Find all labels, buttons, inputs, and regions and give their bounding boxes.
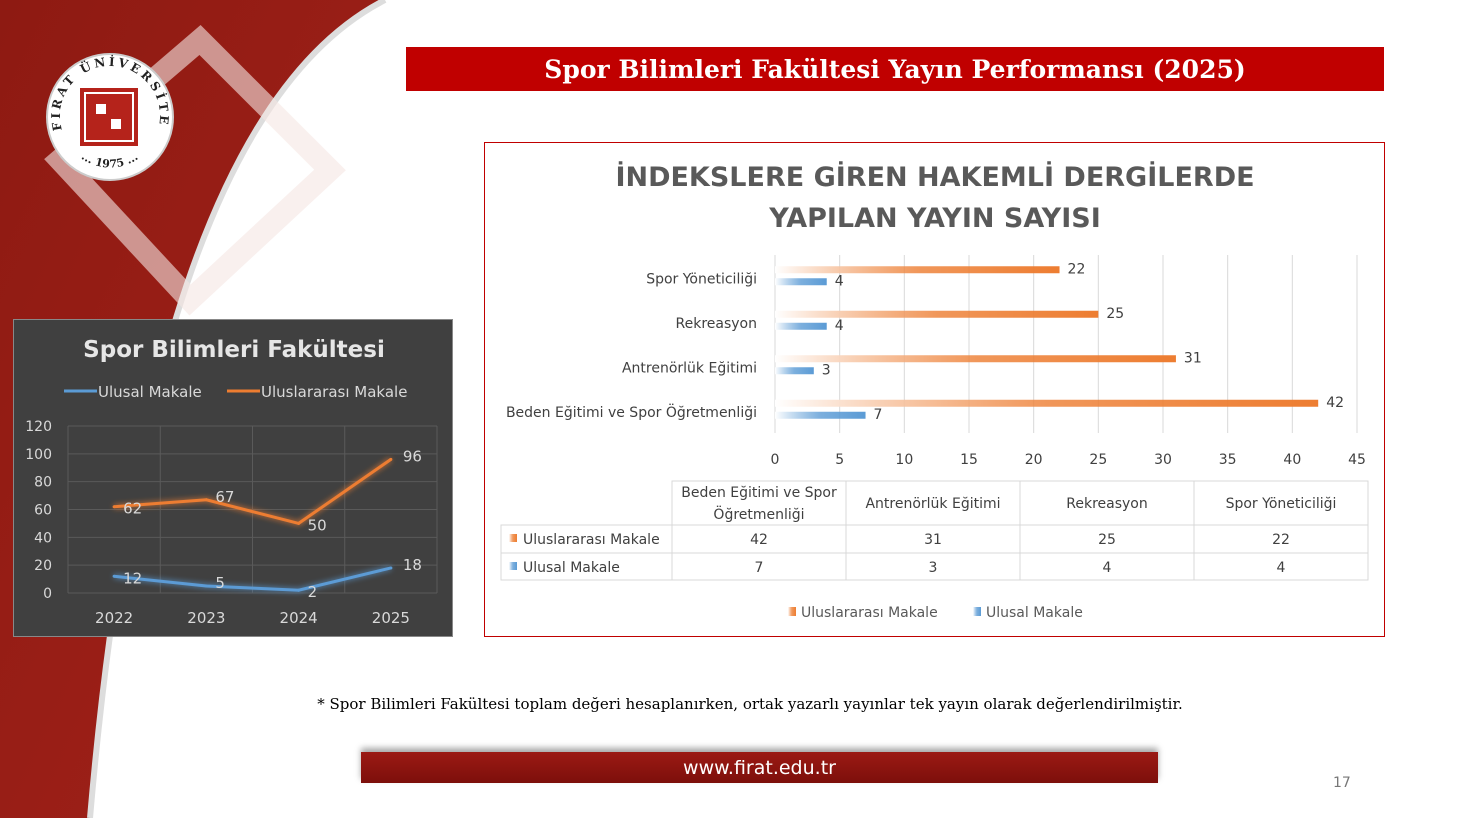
legend-label: Uluslararası Makale (801, 605, 938, 621)
category-label: Rekreasyon (676, 316, 757, 332)
data-point (297, 521, 301, 525)
legend-label: Ulusal Makale (986, 605, 1083, 621)
legend-key (509, 534, 517, 542)
chart-title-line2: YAPILAN YAYIN SAYISI (768, 203, 1101, 234)
table-cell: 22 (1272, 532, 1290, 548)
bar-chart-panel: İNDEKSLERE GİREN HAKEMLİ DERGİLERDE YAPIL… (484, 142, 1385, 637)
y-tick-label: 60 (34, 503, 52, 519)
data-label: 22 (1068, 261, 1086, 277)
data-point (389, 566, 393, 570)
line-chart: Spor Bilimleri Fakültesi Ulusal Makale Ulu… (25, 337, 438, 627)
series-line-ulusal (113, 566, 392, 592)
legend-key (788, 607, 796, 616)
page-number: 17 (1333, 775, 1351, 791)
data-label: 4 (835, 318, 844, 334)
legend-label: Uluslararası Makale (261, 383, 407, 401)
bar-ulusal (775, 367, 814, 375)
table-cell: 7 (755, 560, 764, 576)
legend-key (509, 562, 517, 570)
table-header: Spor Yöneticiliği (1226, 496, 1337, 512)
y-tick-label: 0 (43, 586, 52, 602)
data-label: 67 (215, 488, 234, 506)
data-point (389, 457, 393, 461)
table-header: Öğretmenliği (713, 505, 804, 523)
bar-uluslararasi (775, 266, 1060, 274)
x-tick-label: 25 (1089, 452, 1107, 468)
data-label: 62 (123, 500, 142, 518)
table-cell: 4 (1277, 560, 1286, 576)
table-cell: 25 (1098, 532, 1116, 548)
x-tick-label: 2025 (372, 609, 410, 627)
website-link[interactable]: www.firat.edu.tr (361, 752, 1158, 783)
legend-key (973, 607, 981, 616)
table-cell: 42 (750, 532, 768, 548)
y-tick-label: 40 (34, 530, 52, 546)
data-label: 3 (822, 362, 831, 378)
x-tick-label: 45 (1348, 452, 1366, 468)
category-label: Spor Yöneticiliği (646, 271, 757, 287)
y-tick-label: 100 (25, 447, 52, 463)
data-label: 4 (835, 273, 844, 289)
bar-ulusal (775, 278, 827, 286)
x-tick-label: 2024 (280, 609, 318, 627)
table-cell: 3 (929, 560, 938, 576)
bar-uluslararasi (775, 399, 1319, 407)
data-label: 50 (308, 516, 327, 534)
data-label: 18 (403, 556, 422, 574)
bar-ulusal (775, 322, 827, 330)
x-tick-label: 30 (1154, 452, 1172, 468)
data-point (112, 574, 116, 578)
y-tick-label: 120 (25, 419, 52, 435)
legend-label: Ulusal Makale (98, 383, 202, 401)
data-label: 42 (1326, 395, 1344, 411)
data-point (297, 588, 301, 592)
category-label: Antrenörlük Eğitimi (622, 360, 757, 376)
x-tick-label: 0 (771, 452, 780, 468)
bar-uluslararasi (775, 310, 1099, 318)
footnote: * Spor Bilimleri Fakültesi toplam değeri… (317, 695, 1183, 713)
table-header: Beden Eğitimi ve Spor (681, 485, 837, 501)
data-label: 25 (1106, 306, 1124, 322)
table-row-label: Uluslararası Makale (523, 532, 660, 548)
table-cell: 31 (924, 532, 942, 548)
chart-title-line1: İNDEKSLERE GİREN HAKEMLİ DERGİLERDE (615, 161, 1254, 193)
line-chart-panel: Spor Bilimleri Fakültesi Ulusal Makale Ulu… (13, 319, 453, 637)
series-line-uluslararasi (114, 458, 392, 526)
data-label: 31 (1184, 350, 1202, 366)
x-tick-label: 40 (1283, 452, 1301, 468)
table-cell: 4 (1103, 560, 1112, 576)
x-tick-label: 2023 (187, 609, 225, 627)
chart-title: Spor Bilimleri Fakültesi (83, 337, 385, 363)
y-tick-label: 20 (34, 558, 52, 574)
data-label: 12 (123, 569, 142, 587)
x-tick-label: 15 (960, 452, 978, 468)
data-point (204, 498, 208, 502)
bar-chart: İNDEKSLERE GİREN HAKEMLİ DERGİLERDE YAPIL… (500, 161, 1369, 621)
data-label: 7 (874, 407, 883, 423)
bar-uluslararasi (775, 355, 1176, 363)
x-tick-label: 20 (1025, 452, 1043, 468)
category-label: Beden Eğitimi ve Spor Öğretmenliği (506, 403, 757, 421)
slide-title: Spor Bilimleri Fakültesi Yayın Performan… (406, 47, 1384, 91)
y-tick-label: 80 (34, 475, 52, 491)
data-label: 2 (308, 583, 318, 601)
x-tick-label: 35 (1219, 452, 1237, 468)
x-tick-label: 2022 (95, 609, 133, 627)
table-row-label: Ulusal Makale (523, 560, 620, 576)
table-header: Antrenörlük Eğitimi (865, 496, 1000, 512)
data-point (112, 505, 116, 509)
data-label: 96 (403, 447, 422, 465)
data-point (204, 584, 208, 588)
x-tick-label: 5 (835, 452, 844, 468)
data-label: 5 (215, 574, 225, 592)
bar-ulusal (775, 411, 866, 419)
table-header: Rekreasyon (1066, 496, 1147, 512)
x-tick-label: 10 (895, 452, 913, 468)
